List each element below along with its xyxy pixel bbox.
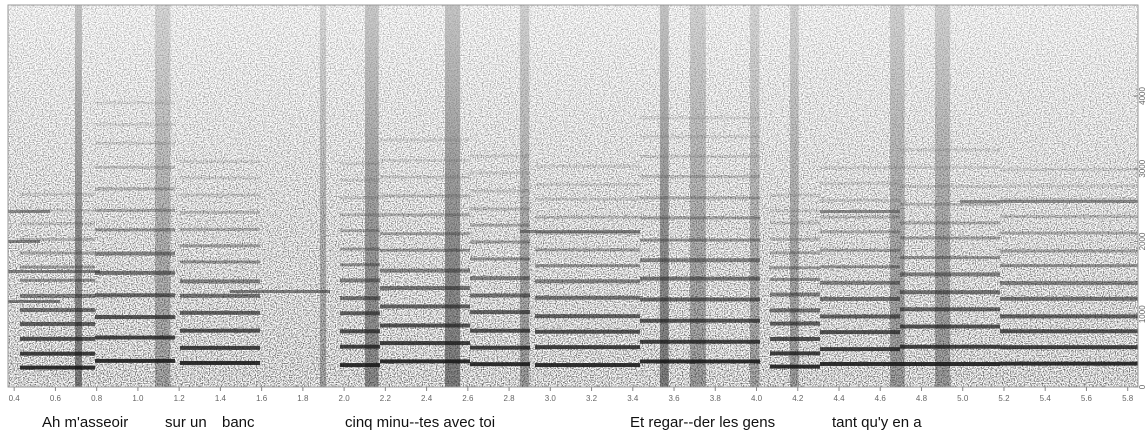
x-tick-label: 5.0 (957, 394, 969, 403)
spectrogram-area (8, 5, 1138, 387)
x-tick-label: 2.6 (462, 394, 474, 403)
y-tick-label: 1000 (1138, 305, 1146, 323)
x-tick-label: 5.2 (998, 394, 1010, 403)
lyric: banc (222, 414, 255, 431)
x-tick-label: 1.8 (297, 394, 309, 403)
y-tick-label: 4000 (1138, 87, 1146, 105)
top-fade (8, 5, 1138, 387)
x-tick-label: 4.4 (833, 394, 845, 403)
y-tick-label: 0 (1138, 384, 1146, 389)
x-tick-label: 5.4 (1040, 394, 1052, 403)
lyric: tant qu'y en a (832, 414, 922, 431)
y-tick-label: 2000 (1138, 232, 1146, 250)
x-tick-label: 4.6 (875, 394, 887, 403)
x-tick-label: 5.6 (1081, 394, 1093, 403)
x-tick-label: 0.4 (9, 394, 21, 403)
axes: 0.4 0.6 0.8 1.0 1.2 1.4 1.6 1.8 2.0 2.2 2.4 2.6 2.8 3… (9, 87, 1146, 431)
x-tick-label: 3.6 (668, 394, 680, 403)
lyric: Et regar--der les gens (630, 414, 775, 431)
x-tick-label: 1.6 (256, 394, 268, 403)
x-tick-label: 5.8 (1122, 394, 1134, 403)
lyric: cinq minu--tes avec toi (345, 414, 495, 431)
lyric: Ah m'asseoir (42, 414, 128, 431)
lyric: sur un (165, 414, 207, 431)
plot-border (7, 4, 1139, 388)
x-tick-label: 4.0 (751, 394, 763, 403)
x-tick-label: 2.4 (421, 394, 433, 403)
x-tick-label: 3.8 (710, 394, 722, 403)
x-tick-label: 4.2 (792, 394, 804, 403)
y-tick-label: 3000 (1138, 159, 1146, 177)
x-tick-label: 1.0 (132, 394, 144, 403)
x-tick-label: 1.4 (215, 394, 227, 403)
x-tick-label: 0.8 (91, 394, 103, 403)
x-tick-label: 0.6 (50, 394, 62, 403)
x-tick-label: 1.2 (174, 394, 186, 403)
x-tick-label: 3.4 (627, 394, 639, 403)
x-tick-label: 3.0 (545, 394, 557, 403)
x-tick-label: 2.0 (339, 394, 351, 403)
x-tick-label: 2.2 (380, 394, 392, 403)
x-tick-label: 3.2 (586, 394, 598, 403)
x-tick-label: 4.8 (916, 394, 928, 403)
x-tick-label: 2.8 (504, 394, 516, 403)
